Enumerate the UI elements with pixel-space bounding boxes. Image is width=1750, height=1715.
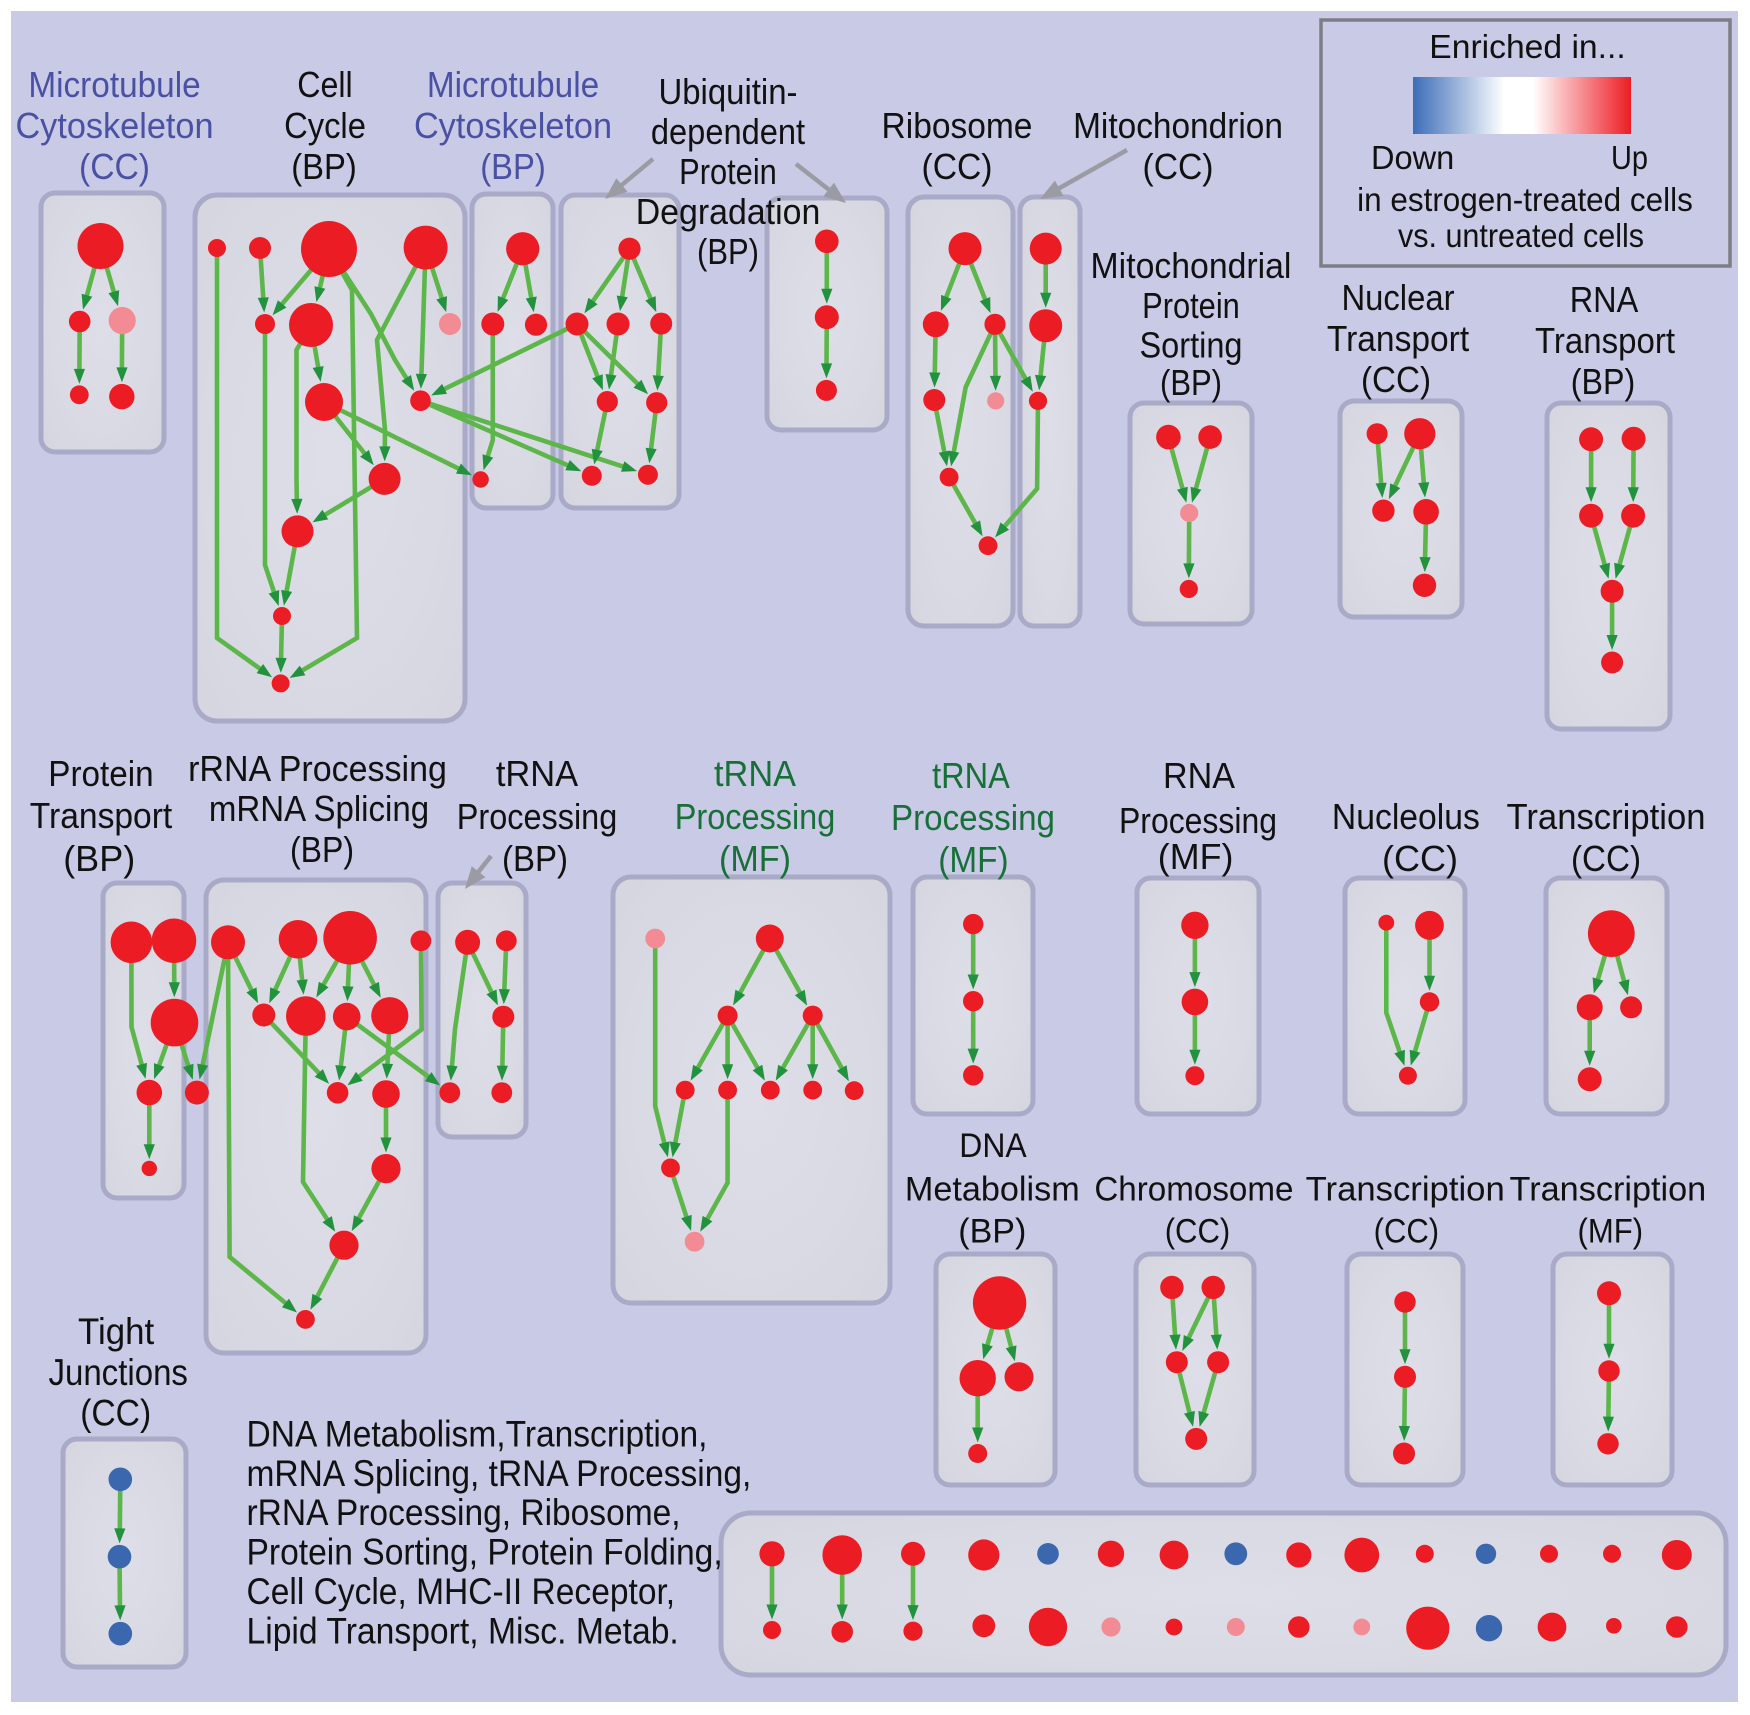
svg-text:Processing: Processing (675, 796, 836, 837)
svg-text:rRNA Processing, Ribosome,: rRNA Processing, Ribosome, (247, 1492, 681, 1533)
svg-text:Chromosome: Chromosome (1094, 1171, 1293, 1209)
svg-text:Processing: Processing (1119, 800, 1277, 841)
svg-text:(CC): (CC) (1374, 1213, 1440, 1251)
svg-text:Cytoskeleton: Cytoskeleton (15, 105, 213, 146)
svg-text:Ribosome: Ribosome (882, 105, 1033, 146)
svg-text:Up: Up (1611, 139, 1648, 176)
svg-text:Transport: Transport (1535, 320, 1675, 361)
svg-text:Transcription: Transcription (1306, 1171, 1505, 1209)
svg-text:vs. untreated cells: vs. untreated cells (1398, 217, 1644, 254)
svg-text:(BP): (BP) (480, 146, 546, 187)
svg-text:Cycle: Cycle (284, 105, 366, 146)
svg-text:mRNA Splicing: mRNA Splicing (209, 788, 429, 829)
svg-text:(CC): (CC) (1571, 838, 1641, 879)
svg-text:Protein: Protein (1142, 285, 1240, 326)
svg-text:(MF): (MF) (1578, 1213, 1644, 1251)
svg-text:Tight: Tight (78, 1311, 155, 1352)
svg-text:tRNA: tRNA (932, 755, 1010, 796)
svg-text:Cytoskeleton: Cytoskeleton (414, 105, 612, 146)
svg-text:Enriched in...: Enriched in... (1429, 28, 1625, 65)
svg-text:DNA: DNA (959, 1127, 1027, 1165)
svg-text:in estrogen-treated cells: in estrogen-treated cells (1357, 181, 1693, 218)
svg-text:mRNA Splicing, tRNA Processing: mRNA Splicing, tRNA Processing, (247, 1453, 752, 1494)
svg-text:tRNA: tRNA (714, 753, 796, 794)
svg-text:Sorting: Sorting (1140, 325, 1243, 366)
svg-text:Metabolism: Metabolism (905, 1171, 1080, 1209)
svg-text:(BP): (BP) (291, 146, 357, 187)
svg-text:DNA Metabolism,Transcription,: DNA Metabolism,Transcription, (247, 1413, 708, 1454)
svg-text:Cell Cycle, MHC-II Receptor,: Cell Cycle, MHC-II Receptor, (247, 1571, 676, 1612)
svg-text:Processing: Processing (457, 796, 618, 837)
svg-text:(CC): (CC) (1382, 838, 1458, 879)
svg-text:Transport: Transport (1327, 318, 1469, 359)
svg-text:(BP): (BP) (290, 829, 354, 870)
svg-text:Degradation: Degradation (636, 191, 821, 232)
svg-text:RNA: RNA (1163, 755, 1235, 796)
svg-text:Cell: Cell (297, 64, 352, 105)
svg-text:Down: Down (1371, 139, 1454, 176)
svg-text:(BP): (BP) (958, 1213, 1026, 1251)
svg-text:Nucleolus: Nucleolus (1332, 796, 1480, 837)
svg-text:(BP): (BP) (1571, 361, 1635, 402)
svg-text:tRNA: tRNA (496, 753, 578, 794)
svg-text:(BP): (BP) (502, 838, 568, 879)
svg-text:(CC): (CC) (922, 146, 993, 187)
svg-text:RNA: RNA (1570, 279, 1639, 320)
svg-text:(CC): (CC) (1143, 146, 1214, 187)
svg-text:(BP): (BP) (697, 231, 759, 272)
svg-text:Transcription: Transcription (1510, 1171, 1707, 1209)
svg-text:(CC): (CC) (1361, 359, 1431, 400)
svg-text:Mitochondrion: Mitochondrion (1073, 105, 1283, 146)
svg-text:Processing: Processing (891, 797, 1055, 838)
svg-text:Microtubule: Microtubule (28, 64, 200, 105)
svg-text:Microtubule: Microtubule (427, 64, 599, 105)
svg-text:Mitochondrial: Mitochondrial (1091, 245, 1292, 286)
svg-text:Protein Sorting, Protein Foldi: Protein Sorting, Protein Folding, (247, 1532, 723, 1573)
svg-text:(MF): (MF) (1158, 836, 1234, 877)
svg-text:dependent: dependent (651, 111, 805, 152)
svg-text:Protein: Protein (48, 753, 153, 794)
svg-text:Transcription: Transcription (1507, 796, 1706, 837)
svg-text:rRNA Processing: rRNA Processing (188, 748, 447, 789)
svg-text:Junctions: Junctions (48, 1352, 188, 1393)
svg-text:Protein: Protein (679, 151, 777, 192)
svg-text:Ubiquitin-: Ubiquitin- (659, 71, 798, 112)
svg-text:(CC): (CC) (1165, 1213, 1231, 1251)
svg-text:(CC): (CC) (79, 146, 150, 187)
svg-text:(BP): (BP) (1160, 362, 1222, 403)
svg-text:(CC): (CC) (80, 1393, 151, 1434)
svg-text:(MF): (MF) (719, 838, 791, 879)
svg-text:Nuclear: Nuclear (1341, 277, 1454, 318)
svg-text:(BP): (BP) (63, 838, 135, 879)
svg-text:Lipid Transport, Misc. Metab.: Lipid Transport, Misc. Metab. (247, 1610, 679, 1651)
svg-text:(MF): (MF) (938, 839, 1008, 880)
svg-text:Transport: Transport (30, 795, 173, 836)
